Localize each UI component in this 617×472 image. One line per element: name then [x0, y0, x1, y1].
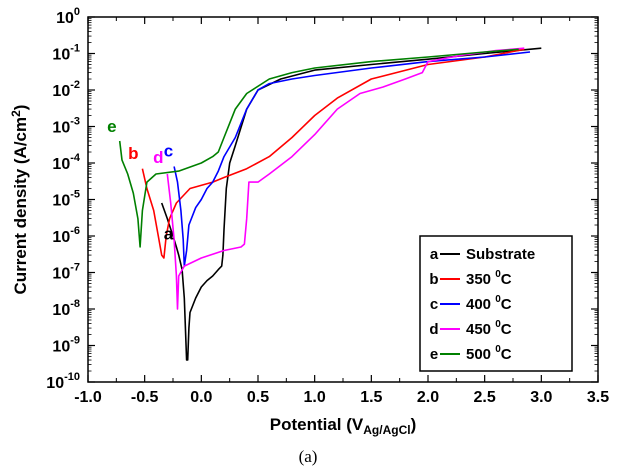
legend-marker-e: e: [430, 346, 438, 363]
y-axis-title-close: ): [11, 105, 30, 111]
curve-label-c: c: [164, 142, 173, 161]
y-tick-label: 10-9: [52, 335, 80, 356]
x-tick-label: 1.5: [360, 389, 382, 406]
legend-marker-d: d: [429, 321, 438, 338]
legend-entry-c: 400 0C: [466, 294, 512, 313]
y-tick-label: 10-2: [52, 79, 80, 100]
y-tick-label: 10-1: [52, 43, 80, 64]
x-axis-title-close: ): [411, 415, 417, 434]
x-tick-label: 3.5: [587, 389, 609, 406]
y-tick-label: 10-7: [52, 262, 80, 283]
y-tick-label: 10-6: [52, 225, 80, 246]
x-tick-label: -0.5: [131, 389, 159, 406]
series-line-c: [173, 51, 531, 267]
legend: a Substrate b 350 0C c 400 0C d 450 0C e 500 0C: [419, 235, 573, 372]
x-tick-label: 0.0: [190, 389, 212, 406]
x-tick-label: 1.0: [304, 389, 326, 406]
legend-marker-a: a: [430, 246, 439, 263]
legend-entry-a: Substrate: [466, 246, 535, 263]
y-tick-label: 100: [56, 6, 80, 27]
legend-entry-b: 350 0C: [466, 269, 512, 288]
tick-layer: -1.0 -0.5 0.0 0.5 1.0 1.5 2.0 2.5 3.0 3.5 10-10 10-…: [46, 6, 609, 406]
series-line-b: [141, 48, 525, 259]
x-axis-title: Potential (VAg/AgCl): [270, 415, 417, 437]
series-line-d: [166, 47, 525, 310]
figure-caption: (a): [299, 447, 318, 466]
y-axis-title-superscript: 2: [9, 110, 23, 117]
y-tick-label: 10-5: [52, 189, 80, 210]
curve-label-b: b: [128, 144, 138, 163]
x-tick-label: 2.0: [417, 389, 439, 406]
legend-entry-d: 450 0C: [466, 319, 512, 338]
y-tick-label: 10-3: [52, 116, 80, 137]
x-tick-label: 3.0: [530, 389, 552, 406]
y-tick-label: 10-10: [46, 371, 80, 392]
series-line-e: [118, 48, 519, 248]
plot-frame: [87, 16, 599, 383]
curve-label-e: e: [107, 117, 116, 136]
x-tick-label: 2.5: [474, 389, 496, 406]
series-layer: [118, 47, 542, 361]
x-axis-title-main: Potential (V: [270, 415, 364, 434]
curve-label-d: d: [153, 148, 163, 167]
legend-marker-c: c: [430, 296, 438, 313]
y-tick-label: 10-8: [52, 298, 80, 319]
x-tick-label: -1.0: [74, 389, 102, 406]
curve-label-layer: a b cd e: [107, 117, 174, 243]
x-axis-title-subscript: Ag/AgCl: [363, 423, 410, 437]
curve-label-a: a: [164, 225, 174, 244]
y-axis-title-main: Current density (A/cm: [11, 117, 30, 295]
y-axis-title: Current density (A/cm2): [9, 105, 30, 295]
legend-entry-e: 500 0C: [466, 344, 512, 363]
legend-marker-b: b: [429, 271, 438, 288]
series-line-a: [160, 47, 542, 361]
x-tick-label: 0.5: [247, 389, 269, 406]
y-tick-label: 10-4: [52, 152, 80, 173]
